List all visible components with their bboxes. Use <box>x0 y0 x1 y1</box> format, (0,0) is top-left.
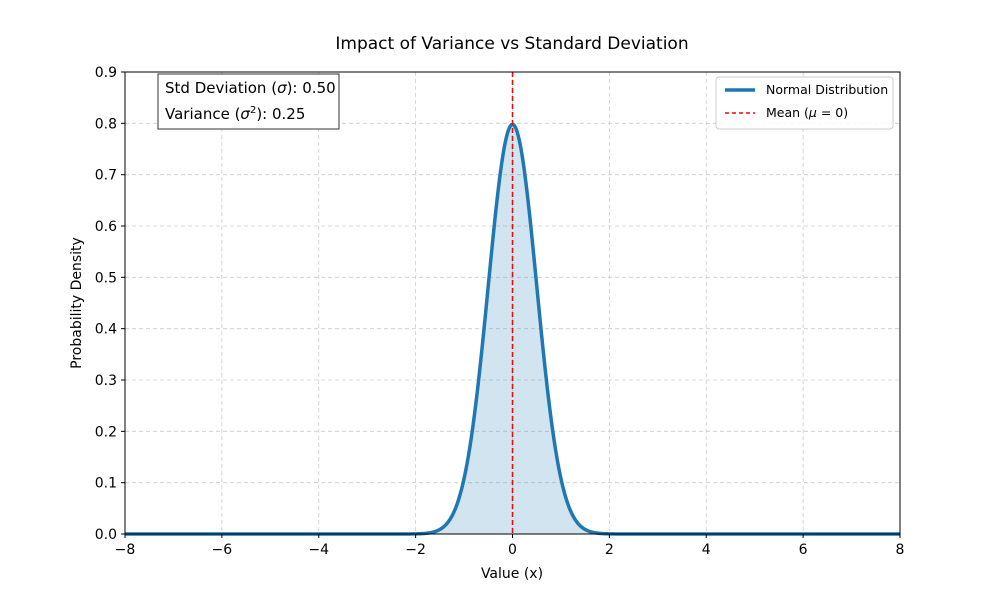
y-tick-label: 0.8 <box>95 116 117 132</box>
x-tick-label: −6 <box>212 542 233 558</box>
x-tick-label: −2 <box>405 542 426 558</box>
y-tick-label: 0.4 <box>95 322 117 338</box>
y-tick-label: 0.5 <box>95 270 117 286</box>
x-axis-label: Value (x) <box>481 566 543 582</box>
chart-title: Impact of Variance vs Standard Deviation <box>335 34 688 54</box>
info-box: Std Deviation (σ): 0.50 Variance (σ2): 0… <box>157 73 340 130</box>
y-tick-label: 0.9 <box>95 65 117 81</box>
x-tick-label: 8 <box>896 542 905 558</box>
info-box-frame <box>157 73 340 130</box>
y-axis-ticks: 0.0 0.1 0.2 0.3 0.4 0.5 0.6 0.7 0.8 0.9 <box>95 65 125 543</box>
y-tick-label: 0.0 <box>95 527 117 543</box>
y-tick-label: 0.2 <box>95 424 117 440</box>
y-tick-label: 0.3 <box>95 373 117 389</box>
y-axis-label: Probability Density <box>69 237 85 369</box>
x-tick-label: 6 <box>799 542 808 558</box>
x-tick-label: 0 <box>508 542 517 558</box>
legend-label-mean: Mean (μ = 0) <box>766 105 848 120</box>
x-tick-label: −8 <box>115 542 136 558</box>
legend-frame <box>715 76 894 130</box>
x-tick-label: −4 <box>308 542 329 558</box>
y-tick-label: 0.7 <box>95 168 117 184</box>
x-axis-ticks: −8 −6 −4 −2 0 2 4 6 8 <box>115 534 905 558</box>
info-std-text: Std Deviation (σ): 0.50 <box>165 79 336 97</box>
x-tick-label: 4 <box>702 542 711 558</box>
y-tick-label: 0.6 <box>95 219 117 235</box>
x-tick-label: 2 <box>605 542 614 558</box>
legend: Normal Distribution Mean (μ = 0) <box>715 76 894 130</box>
y-tick-label: 0.1 <box>95 476 117 492</box>
info-variance-text: Variance (σ2): 0.25 <box>165 105 305 123</box>
legend-label-normal: Normal Distribution <box>766 82 888 97</box>
